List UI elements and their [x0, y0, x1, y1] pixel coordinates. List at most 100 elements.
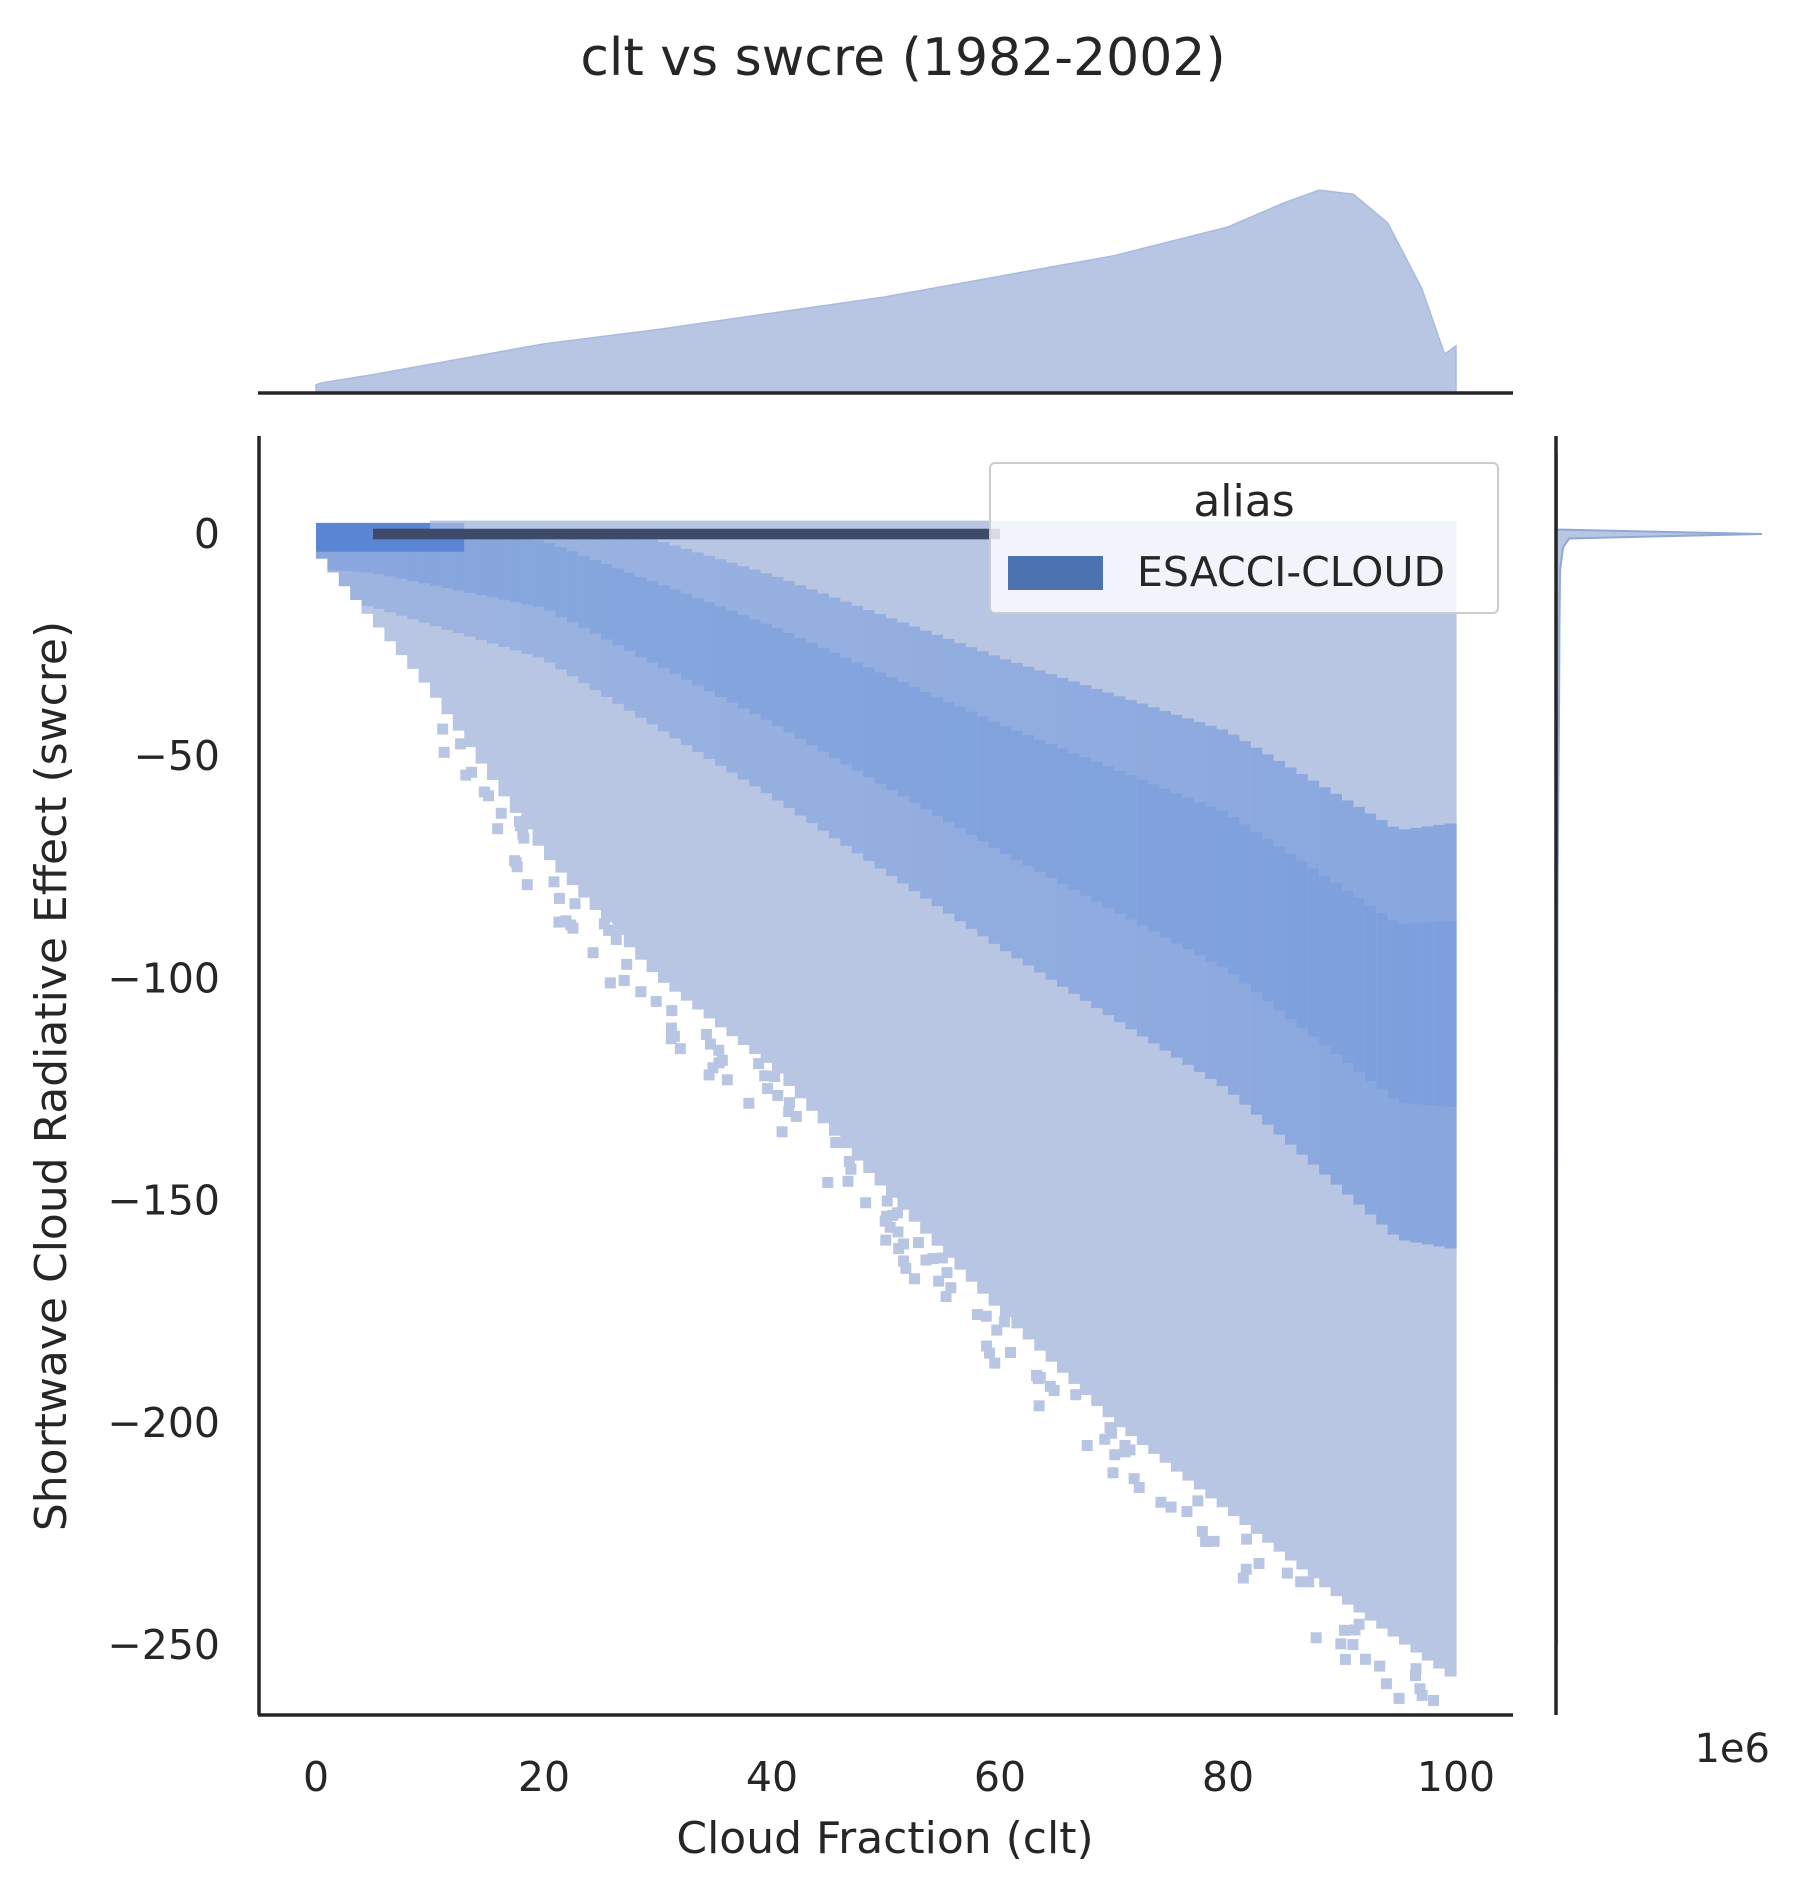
heatmap-cell: [1011, 663, 1024, 959]
heatmap-cell: [897, 682, 910, 797]
heatmap-cell: [1353, 1618, 1365, 1630]
heatmap-cell: [1262, 754, 1275, 1125]
heatmap-cell: [1124, 1444, 1136, 1456]
heatmap-cell: [1239, 741, 1252, 1105]
heatmap-cell: [1109, 1449, 1121, 1461]
heatmap-cell: [498, 534, 511, 647]
heatmap-cell: [692, 520, 705, 1010]
heatmap-cell: [1353, 806, 1366, 1205]
heatmap-cell: [700, 1028, 712, 1040]
heatmap-cell: [1295, 1576, 1307, 1588]
heatmap-cell: [943, 638, 955, 914]
heatmap-cell: [881, 1195, 893, 1207]
heatmap-cell: [1237, 1572, 1249, 1584]
heatmap-cell: [772, 576, 784, 801]
heatmap-cell: [373, 528, 1000, 540]
heatmap-cell: [1193, 722, 1206, 1072]
heatmap-cell: [544, 534, 556, 663]
heatmap-cell: [464, 534, 477, 637]
heatmap-cell: [646, 520, 659, 973]
heatmap-cell: [487, 536, 499, 598]
heatmap-cell: [1330, 883, 1343, 1055]
heatmap-cell: [1380, 1678, 1392, 1690]
heatmap-cell: [920, 692, 933, 810]
heatmap-cell: [790, 1110, 802, 1122]
heatmap-cell: [783, 581, 796, 809]
heatmap-cell: [1239, 824, 1252, 984]
heatmap-cell: [498, 520, 511, 797]
heatmap-cell: [418, 534, 431, 623]
heatmap-cell: [1296, 861, 1309, 1028]
heatmap-cell: [635, 535, 648, 718]
heatmap-cell: [817, 520, 830, 1124]
heatmap-cell: [806, 642, 819, 746]
heatmap-cell: [521, 520, 534, 830]
heatmap-cell: [931, 696, 944, 816]
heatmap-cell: [384, 534, 397, 642]
heatmap-cell: [621, 958, 633, 970]
heatmap-cell: [1045, 674, 1058, 980]
heatmap-cell: [464, 520, 477, 748]
heatmap-cell: [669, 520, 682, 992]
heatmap-cell: [603, 924, 615, 936]
heatmap-cell: [674, 1043, 686, 1055]
heatmap-cell: [1032, 1373, 1044, 1385]
heatmap-cell: [666, 1005, 678, 1017]
heatmap-cell: [794, 520, 807, 1099]
heatmap-cell: [892, 1226, 904, 1238]
heatmap-cell: [726, 520, 739, 1037]
heatmap-cell: [1193, 802, 1206, 956]
heatmap-cell: [441, 534, 454, 630]
heatmap-cell: [509, 855, 521, 867]
heatmap-cell: [578, 520, 591, 898]
heatmap-cell: [1364, 813, 1377, 1215]
heatmap-cell: [772, 520, 784, 1074]
heatmap-cell: [373, 534, 385, 628]
heatmap-cell: [884, 1221, 896, 1233]
heatmap-cell: [658, 520, 670, 983]
heatmap-cell: [783, 1106, 795, 1118]
heatmap-cell: [487, 534, 499, 644]
heatmap-cell: [933, 1275, 945, 1287]
heatmap-cell: [668, 1030, 680, 1042]
heatmap-cell: [373, 534, 385, 609]
heatmap-cell: [983, 1347, 995, 1359]
heatmap-cell: [1240, 1563, 1252, 1575]
heatmap-cell: [1000, 726, 1012, 854]
heatmap-cell: [860, 1197, 872, 1209]
heatmap-cell: [1196, 1525, 1208, 1537]
heatmap-cell: [452, 520, 465, 731]
heatmap-cell: [1182, 797, 1195, 950]
heatmap-cell: [1296, 774, 1309, 1155]
heatmap-cell: [569, 898, 581, 910]
heatmap-cell: [989, 1357, 1001, 1369]
heatmap-cell: [965, 711, 978, 835]
heatmap-cell: [707, 1062, 719, 1074]
heatmap-cell: [544, 542, 556, 611]
heatmap-cell: [840, 601, 853, 846]
heatmap-cell: [669, 545, 682, 739]
heatmap-cell: [1022, 735, 1035, 866]
heatmap-cell: [610, 933, 622, 945]
heatmap-cell: [1410, 922, 1423, 1105]
heatmap-cell: [1262, 839, 1275, 1002]
heatmap-cell: [851, 605, 864, 854]
heatmap-cell: [589, 559, 602, 634]
legend-swatch: [1008, 556, 1103, 590]
heatmap-cell: [1107, 1467, 1119, 1479]
heatmap-cell: [1285, 853, 1297, 1019]
heatmap-cell: [578, 534, 591, 684]
heatmap-cell: [601, 534, 613, 697]
heatmap-cell: [726, 562, 739, 773]
heatmap-cell: [692, 598, 705, 686]
heatmap-cell: [598, 918, 610, 930]
heatmap-cell: [1200, 1536, 1212, 1548]
heatmap-cell: [658, 585, 670, 669]
marginal-y-area: [1556, 454, 1763, 1646]
heatmap-cell: [880, 1210, 892, 1222]
heatmap-cell: [762, 1083, 774, 1095]
heatmap-cell: [1428, 1694, 1440, 1706]
heatmap-cell: [1000, 659, 1012, 952]
heatmap-cell: [532, 534, 545, 658]
heatmap-cell: [1444, 920, 1457, 1107]
